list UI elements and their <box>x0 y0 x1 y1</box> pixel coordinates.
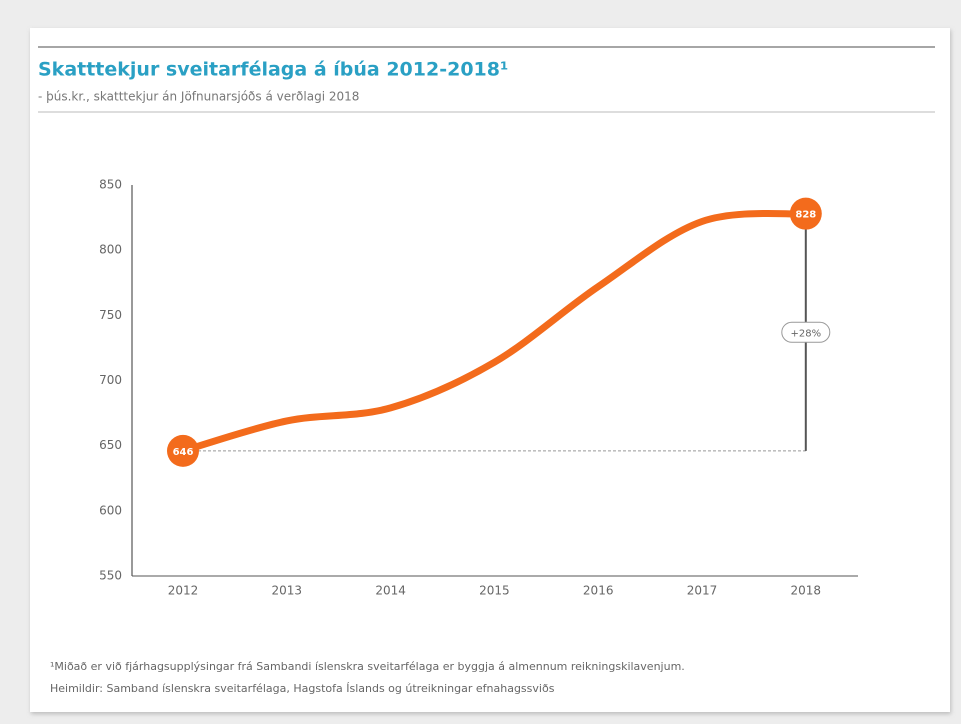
y-tick-label: 550 <box>99 569 122 583</box>
y-tick-label: 650 <box>99 438 122 452</box>
y-tick-label: 800 <box>99 243 122 257</box>
data-label: 828 <box>795 210 816 221</box>
footnote: Heimildir: Samband íslenskra sveitarféla… <box>50 682 555 695</box>
point <box>167 434 199 467</box>
x-tick-label: 2012 <box>168 584 199 598</box>
y-tick-label: 600 <box>99 503 122 517</box>
y-tick-label: 750 <box>99 308 122 322</box>
y-tick-label: 850 <box>99 178 122 192</box>
chart-title: Skatttekjur sveitarfélaga á íbúa 2012-20… <box>38 59 508 81</box>
annotation-box <box>781 321 831 343</box>
x-tick-label: 2014 <box>375 584 406 598</box>
x-tick-label: 2013 <box>272 584 303 598</box>
y-tick-label: 700 <box>99 373 122 387</box>
card <box>30 28 950 712</box>
x-tick-label: 2017 <box>687 584 718 598</box>
data-label: 646 <box>173 447 194 458</box>
chart-subtitle: - þús.kr., skatttekjur án Jöfnunarsjóðs … <box>38 90 359 104</box>
x-tick-label: 2015 <box>479 584 510 598</box>
x-tick-label: 2016 <box>583 584 614 598</box>
line <box>179 209 810 455</box>
footnote: ¹Miðað er við fjárhagsupplýsingar frá Sa… <box>50 660 685 673</box>
point <box>789 197 822 230</box>
annotation: +28% <box>790 328 821 339</box>
x-tick-label: 2018 <box>791 584 822 598</box>
